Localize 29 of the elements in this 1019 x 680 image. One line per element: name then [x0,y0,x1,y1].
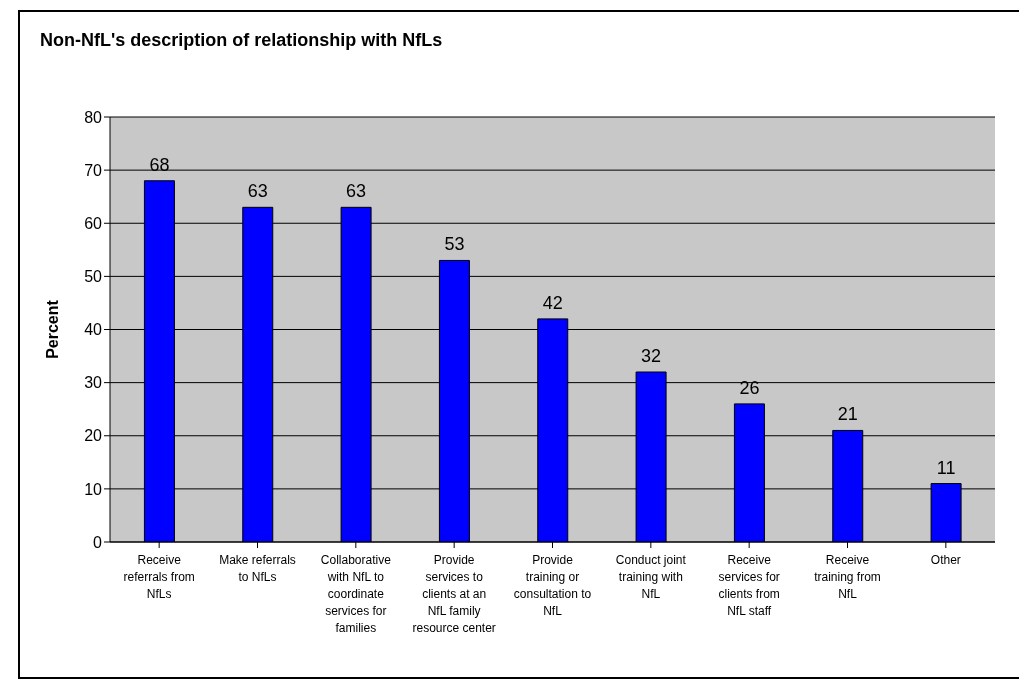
chart-title: Non-NfL's description of relationship with NfLs [40,30,443,51]
x-tick-label: Collaborative with NfL to coordinate services for families [320,553,392,635]
y-tick-label: 60 [84,214,103,232]
y-tick-label: 80 [84,108,103,126]
data-label: 42 [542,292,563,313]
data-label: 32 [641,346,662,366]
data-label: 21 [837,404,858,425]
x-tick-label: Other [930,553,961,567]
x-tick-label: Make referrals to NfLs [219,553,296,584]
y-tick-label: 10 [84,480,103,498]
data-label: 63 [247,181,268,202]
y-axis-title: Percent [43,299,61,359]
x-tick-label: Conduct joint training with NfL [615,553,687,601]
data-label: 63 [346,181,367,202]
x-tick-label: Receive training from NfL [814,553,881,601]
x-tick-label: Provide training or consultation to NfL [513,553,592,618]
y-tick-label: 40 [84,321,103,339]
data-label: 26 [739,377,760,398]
data-label: 53 [444,234,465,255]
data-label: 68 [149,154,170,175]
y-tick-label: 0 [93,533,103,551]
y-tick-label: 30 [84,374,103,392]
x-tick-label: Receive referrals from NfLs [123,553,195,601]
x-tick-label: Receive services for clients from NfL staff [718,553,780,618]
y-tick-label: 20 [84,427,103,445]
data-label: 11 [936,457,956,478]
x-tick-label: Provide services to clients at an NfL family resource center [412,553,496,635]
y-tick-label: 70 [84,161,103,179]
y-tick-label: 50 [84,268,103,286]
